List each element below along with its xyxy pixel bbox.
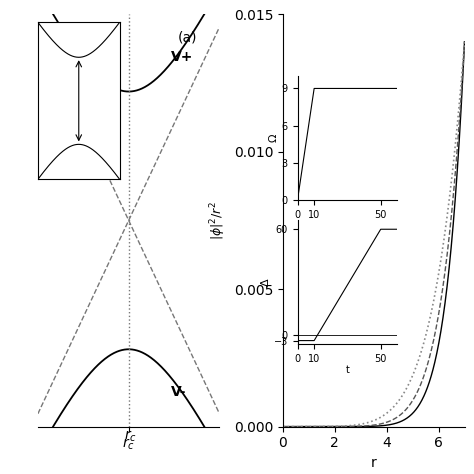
Text: V+: V+ [171,50,193,64]
Y-axis label: $|\phi|^2/r^2$: $|\phi|^2/r^2$ [209,201,228,240]
X-axis label: r: r [371,456,377,470]
Text: $r_c$: $r_c$ [124,428,137,444]
Text: (a): (a) [178,31,198,45]
Text: V-: V- [171,385,187,399]
